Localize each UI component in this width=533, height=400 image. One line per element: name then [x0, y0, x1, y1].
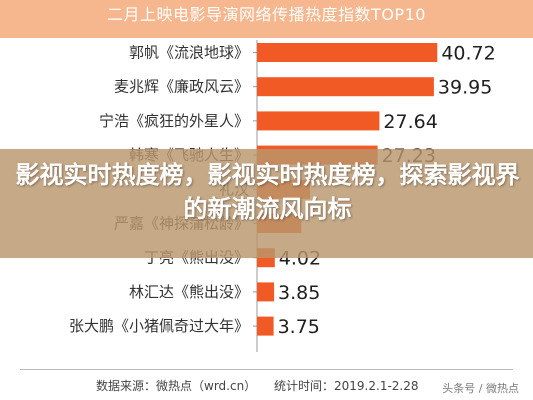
- value-label-2: 39.95: [438, 77, 492, 99]
- bar-9: [257, 316, 274, 336]
- bar-1: [257, 43, 438, 62]
- caption-overlay: [0, 149, 533, 258]
- category-label-1: 郭帆《流浪地球》: [129, 44, 249, 62]
- category-label-8: 林汇达《熊出没》: [129, 283, 249, 301]
- category-label-2: 麦兆辉《廉政风云》: [114, 78, 249, 96]
- footer: 数据来源：微热点（wrd.cn） 统计时间：2019.2.1-2.28: [96, 377, 433, 394]
- period-text: 统计时间：2019.2.1-2.28: [274, 379, 419, 393]
- value-label-9: 3.75: [278, 316, 320, 338]
- value-label-1: 40.72: [441, 43, 495, 65]
- value-label-8: 3.85: [278, 282, 320, 304]
- category-label-9: 张大鹏《小猪佩奇过大年》: [69, 317, 249, 335]
- overlay-caption: 影视实时热度榜，影视实时热度榜，探索影视界的新潮流风向标: [15, 161, 520, 223]
- value-label-3: 27.64: [383, 111, 437, 133]
- bar-8: [257, 282, 275, 302]
- footer-divider: [20, 369, 513, 370]
- watermark: 头条号 / 微热点: [442, 382, 519, 395]
- chart-title: 二月上映电影导演网络传播热度指数TOP10: [107, 5, 426, 24]
- bar-2: [257, 77, 434, 97]
- title-banner: [0, 0, 533, 38]
- bar-3: [257, 111, 380, 131]
- category-label-3: 宁浩《疯狂的外星人》: [99, 112, 249, 130]
- data-source-text: 数据来源：微热点（wrd.cn）: [96, 379, 257, 393]
